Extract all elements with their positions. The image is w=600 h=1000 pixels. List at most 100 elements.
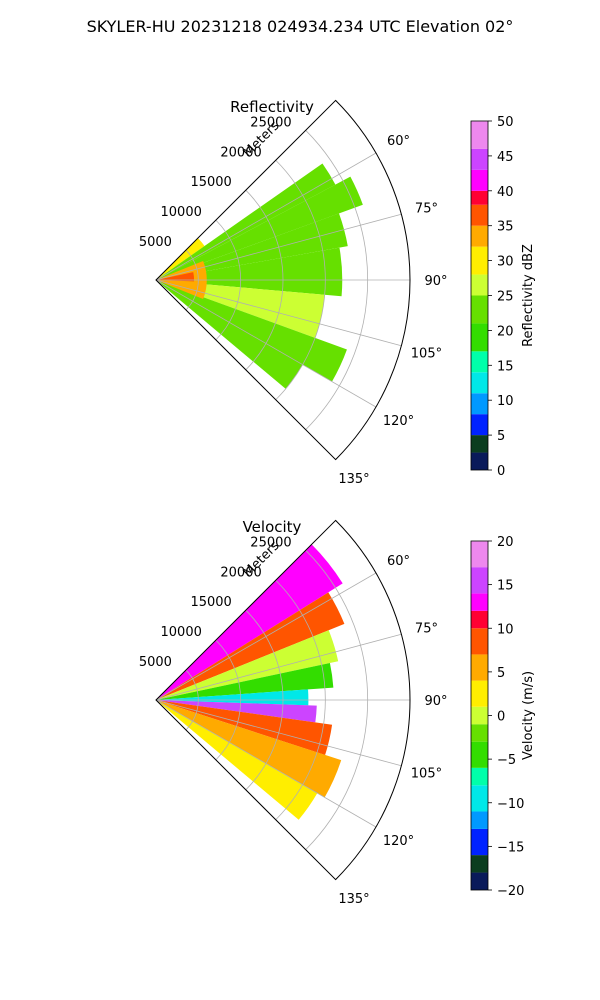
data-cell [156, 630, 339, 700]
azimuth-tick-label: 90° [424, 274, 447, 289]
azimuth-tick-label: 90° [424, 694, 447, 709]
colorbar-segment [471, 567, 488, 594]
colorbar-segment [471, 121, 488, 149]
colorbar-segment [471, 372, 488, 394]
colorbar-segment [471, 654, 488, 681]
azimuth-tick-label: 135° [338, 472, 369, 487]
azimuth-tick-label: 60° [387, 554, 410, 569]
data-cell [156, 700, 342, 798]
range-tick-label: 15000 [190, 595, 231, 610]
range-tick-label: 20000 [220, 145, 261, 160]
azimuth-gridline [155, 633, 402, 701]
azimuth-tick-label: 105° [411, 766, 442, 781]
colorbar-segment [471, 628, 488, 655]
azimuth-tick-label: 135° [338, 892, 369, 907]
colorbar-segment [471, 541, 488, 568]
colorbar-segment [471, 724, 488, 742]
colorbar-velocity: −20 −15 −10 −5 0 5 10 15 20 Velocity (m/s) [470, 535, 536, 899]
range-tick-label: 10000 [161, 205, 202, 220]
colorbar-tick-label: 10 [497, 622, 514, 637]
colorbar-tick-label: −5 [497, 753, 516, 768]
colorbar-tick-label: 20 [497, 324, 514, 339]
colorbar-segment [471, 246, 488, 275]
colorbar-tick-label: 20 [497, 535, 514, 550]
data-cell [156, 238, 205, 280]
colorbar-tick-label: 35 [497, 220, 514, 235]
colorbar-segment [471, 680, 488, 707]
colorbar-segment [471, 811, 488, 829]
colorbar-tick-label: −10 [497, 797, 524, 812]
colorbar-label: Velocity (m/s) [521, 671, 536, 760]
colorbar-tick-label: 5 [497, 666, 505, 681]
colorbar-segment [471, 435, 488, 453]
azimuth-tick-label: 120° [383, 414, 414, 429]
azimuth-tick-label: 105° [411, 346, 442, 361]
data-cell [156, 689, 309, 706]
colorbar-segment [471, 295, 488, 324]
colorbar-segment [471, 323, 488, 352]
colorbar-tick-label: 40 [497, 185, 514, 200]
azimuth-tick-label: 75° [415, 202, 438, 217]
colorbar-segment [471, 452, 488, 470]
colorbar-segment [471, 785, 488, 812]
colorbar-tick-label: 15 [497, 579, 514, 594]
colorbar-segment [471, 706, 488, 725]
range-tick-label: 5000 [139, 235, 172, 250]
colorbar-tick-label: 15 [497, 359, 514, 374]
colorbar-segment [471, 274, 488, 296]
data-cell [156, 700, 317, 723]
colorbar-segment [471, 741, 488, 768]
colorbar-segment [471, 872, 488, 890]
data-cell [156, 544, 343, 700]
colorbar-reflectivity: 0 5 10 15 20 25 30 35 40 45 50 Reflectivity dBZ [470, 115, 536, 479]
colorbar-segment [471, 169, 488, 191]
colorbar-segment [471, 225, 488, 247]
sector-outline [155, 519, 411, 881]
azimuth-gridline [155, 213, 402, 281]
colorbar-tick-label: 0 [497, 464, 505, 479]
colorbar-segment [471, 204, 488, 226]
range-tick-label: 25000 [250, 535, 291, 550]
data-cell [156, 176, 363, 280]
sector-outline [155, 99, 411, 461]
colorbar-segment [471, 148, 488, 170]
data-cell [156, 280, 347, 382]
azimuth-gridline [155, 279, 402, 347]
azimuth-tick-label: 75° [415, 622, 438, 637]
data-cell [156, 700, 318, 820]
azimuth-gridline [155, 279, 377, 408]
colorbar-segment [471, 190, 488, 205]
range-tick-label: 25000 [250, 115, 291, 130]
range-tick-label: 10000 [161, 625, 202, 640]
colorbar-tick-label: 30 [497, 255, 514, 270]
range-tick-label: 15000 [190, 175, 231, 190]
azimuth-tick-label: 120° [383, 834, 414, 849]
colorbar-label: Reflectivity dBZ [521, 244, 536, 347]
colorbar-tick-label: 0 [497, 710, 505, 725]
data-cell [156, 163, 336, 280]
colorbar-segment [471, 593, 488, 611]
colorbar-tick-label: −20 [497, 884, 524, 899]
colorbar-tick-label: 25 [497, 290, 514, 305]
colorbar-segment [471, 351, 488, 373]
azimuth-gridline [155, 699, 402, 767]
colorbar-tick-label: 5 [497, 429, 505, 444]
figure-title: SKYLER-HU 20231218 024934.234 UTC Elevat… [87, 17, 514, 36]
colorbar-tick-label: 45 [497, 150, 514, 165]
colorbar-segment [471, 767, 488, 786]
colorbar-tick-label: 10 [497, 394, 514, 409]
colorbar-segment [471, 393, 488, 415]
data-cell [156, 272, 195, 282]
data-cell [156, 280, 303, 389]
data-cell [156, 663, 334, 700]
colorbar-segment [471, 610, 488, 629]
panel-reflectivity: Reflectivity 500010000150002000025000Met… [139, 98, 536, 487]
panel-title-velocity: Velocity [243, 518, 302, 536]
azimuth-gridline [155, 699, 377, 828]
colorbar-segment [471, 828, 488, 856]
azimuth-gridline [155, 152, 377, 281]
